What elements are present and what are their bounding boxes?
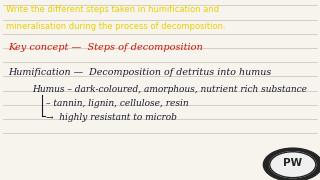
Text: mineralisation during the process of decomposition.: mineralisation during the process of dec… — [6, 22, 226, 31]
Text: PW: PW — [283, 158, 302, 168]
Circle shape — [263, 148, 320, 180]
Text: →  highly resistant to microb: → highly resistant to microb — [46, 113, 177, 122]
Circle shape — [270, 152, 316, 178]
Text: Humus – dark-coloured, amorphous, nutrient rich substance: Humus – dark-coloured, amorphous, nutrie… — [32, 85, 307, 94]
Text: Key concept —  Steps of decomposition: Key concept — Steps of decomposition — [8, 43, 203, 52]
Text: Humification —  Decomposition of detritus into humus: Humification — Decomposition of detritus… — [8, 68, 271, 77]
Text: – tannin, lignin, cellulose, resin: – tannin, lignin, cellulose, resin — [46, 99, 189, 108]
Text: Write the different steps taken in humification and: Write the different steps taken in humif… — [6, 5, 220, 14]
